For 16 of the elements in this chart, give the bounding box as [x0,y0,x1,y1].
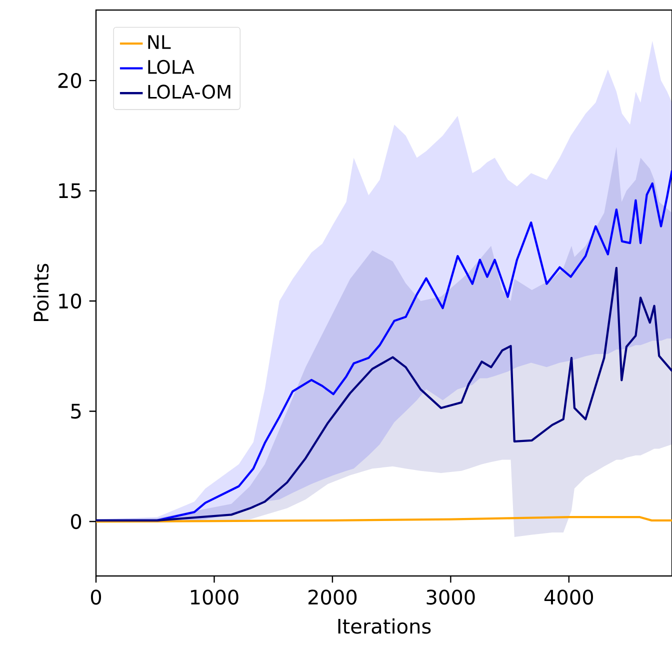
x-tick-label: 4000 [544,590,594,605]
legend-label: LOLA-OM [148,84,230,99]
y-tick-label: 15 [59,183,81,198]
y-axis-title: Points [33,264,49,322]
legend-label: LOLA [148,60,194,74]
y-tick-label: 10 [59,293,82,309]
x-tick-label: 2000 [308,590,357,605]
y-tick-label: 5 [71,404,81,419]
line-series [96,266,672,522]
x-tick-label: 1000 [190,590,238,605]
y-tick-label: 0 [71,514,82,530]
legend-label: NL [148,35,171,49]
x-tick-label: 0 [90,590,102,605]
x-axis-title: Iterations [338,618,431,634]
x-tick-label: 3000 [426,590,475,605]
y-tick-label: 20 [58,72,82,88]
